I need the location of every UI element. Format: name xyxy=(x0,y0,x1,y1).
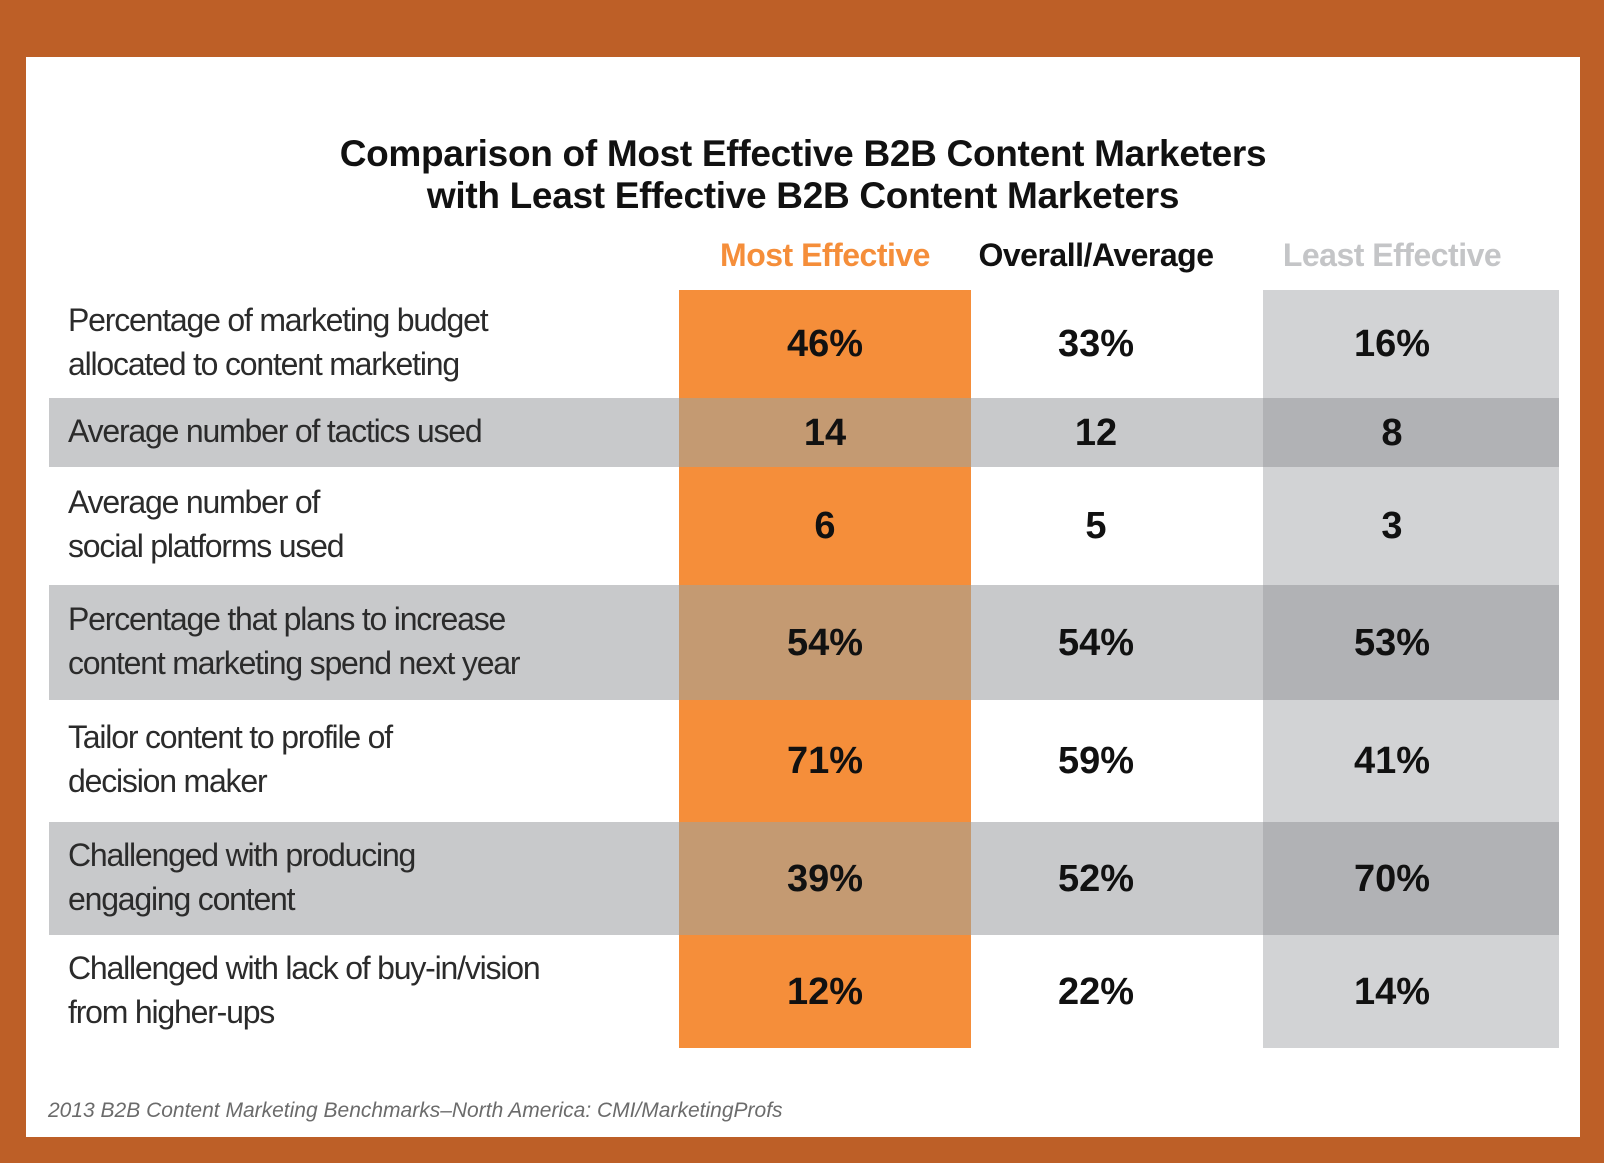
value-cell: 12% xyxy=(786,970,864,1013)
value-cell: 22% xyxy=(1057,970,1135,1013)
row-label-line: allocated to content marketing xyxy=(68,346,460,382)
value-cell: 14 xyxy=(803,411,847,454)
value-cell: 59% xyxy=(1057,740,1135,782)
row-label: Average number of social platforms used xyxy=(68,480,345,568)
value-cell: 33% xyxy=(1057,323,1135,365)
row-label-line: Challenged with lack of buy-in/vision xyxy=(68,949,541,986)
value-cell: 54% xyxy=(786,621,864,664)
value-cell: 46% xyxy=(786,323,864,365)
row-label: Challenged with producing engaging conten… xyxy=(68,833,416,921)
row-label-line: content marketing spend next year xyxy=(68,644,521,681)
row-label-line: Average number of xyxy=(68,484,320,520)
value-cell: 71% xyxy=(786,740,864,782)
value-cell: 6 xyxy=(814,505,836,547)
row-band-least-overlap xyxy=(1263,585,1559,700)
row-band-least-overlap xyxy=(1263,822,1559,935)
row-label: Percentage that plans to increase content… xyxy=(68,597,521,685)
value-cell: 12 xyxy=(1074,411,1118,454)
value-cell: 53% xyxy=(1353,621,1431,664)
value-cell: 5 xyxy=(1085,505,1107,547)
value-cell: 52% xyxy=(1057,857,1135,900)
row-label: Tailor content to profile of decision mak… xyxy=(68,715,393,803)
value-cell: 70% xyxy=(1353,857,1431,900)
value-cell: 39% xyxy=(786,857,864,900)
row-label: Percentage of marketing budget allocated … xyxy=(68,298,489,386)
row-label-line: Tailor content to profile of xyxy=(68,719,393,755)
value-cell: 16% xyxy=(1353,323,1431,365)
row-label-line: Average number of tactics used xyxy=(68,412,483,449)
chart-panel: Comparison of Most Effective B2B Content… xyxy=(26,57,1580,1137)
row-label-line: Percentage of marketing budget xyxy=(68,302,489,338)
row-label-line: decision maker xyxy=(68,763,268,799)
row-label-line: engaging content xyxy=(68,880,296,917)
row-band-most-overlap xyxy=(679,398,971,467)
value-cell: 3 xyxy=(1381,505,1403,547)
row-label-line: social platforms used xyxy=(68,528,345,564)
row-band-most-overlap xyxy=(679,585,971,700)
value-cell: 14% xyxy=(1353,970,1431,1013)
row-band-least-overlap xyxy=(1263,398,1559,467)
row-label-line: Challenged with producing xyxy=(68,836,416,873)
source-note: 2013 B2B Content Marketing Benchmarks–No… xyxy=(48,1099,783,1122)
row-label: Average number of tactics used xyxy=(68,409,483,453)
value-cell: 41% xyxy=(1353,740,1431,782)
value-cell: 8 xyxy=(1381,411,1403,454)
column-header-least-effective: Least Effective xyxy=(1282,237,1502,273)
row-label-line: from higher-ups xyxy=(68,993,275,1030)
chart-title-line-2: with Least Effective B2B Content Markete… xyxy=(426,175,1180,216)
row-label-line: Percentage that plans to increase xyxy=(68,600,506,637)
column-header-overall-average: Overall/Average xyxy=(978,237,1214,273)
column-header-most-effective: Most Effective xyxy=(720,237,930,273)
row-label: Challenged with lack of buy-in/vision fro… xyxy=(68,946,541,1034)
value-cell: 54% xyxy=(1057,621,1135,664)
row-band-most-overlap xyxy=(679,822,971,935)
chart-title-line-1: Comparison of Most Effective B2B Content… xyxy=(339,133,1267,174)
